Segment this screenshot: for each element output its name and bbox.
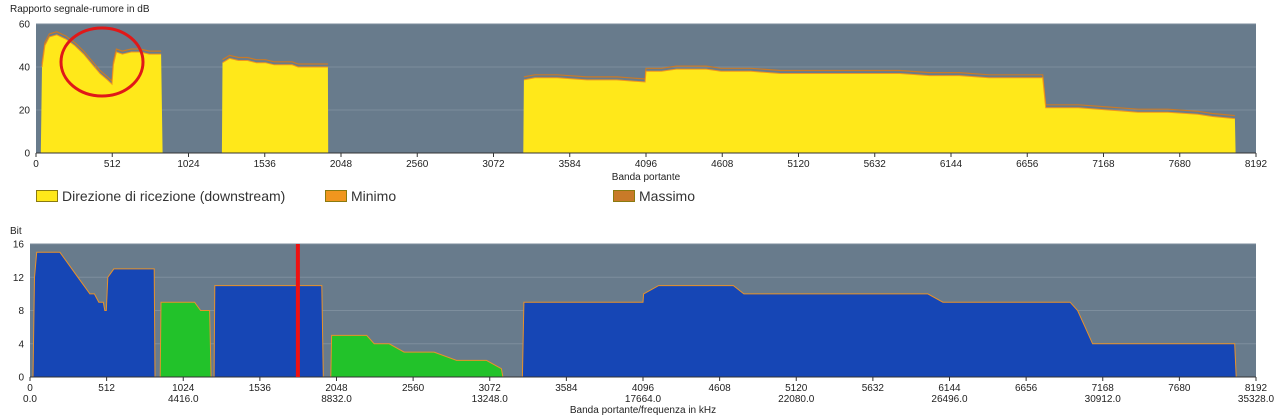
y-tick-label: 0 bbox=[24, 149, 30, 160]
x-tick-label: 3072 bbox=[482, 159, 505, 170]
x-tick-freq-label: 26496.0 bbox=[931, 394, 968, 405]
x-tick-freq-label: 13248.0 bbox=[472, 394, 509, 405]
legend-item-downstream: Direzione di ricezione (downstream) bbox=[36, 188, 285, 204]
y-tick-label: 8 bbox=[18, 306, 24, 317]
x-tick-label: 4096 bbox=[632, 383, 655, 394]
x-tick-label: 6144 bbox=[938, 383, 961, 394]
x-tick-label: 8192 bbox=[1245, 159, 1268, 170]
x-tick-label: 0 bbox=[27, 383, 33, 394]
x-tick-label: 6144 bbox=[940, 159, 963, 170]
legend-swatch-massimo bbox=[613, 190, 635, 202]
x-tick-label: 1024 bbox=[172, 383, 195, 394]
x-tick-label: 2048 bbox=[325, 383, 348, 394]
x-tick-freq-label: 22080.0 bbox=[778, 394, 815, 405]
legend-label-minimo: Minimo bbox=[351, 188, 397, 204]
x-tick-label: 1536 bbox=[254, 159, 277, 170]
upstream-area-0 bbox=[159, 301, 212, 378]
x-tick-label: 1536 bbox=[249, 383, 272, 394]
x-tick-label: 0 bbox=[33, 159, 39, 170]
x-tick-label: 3584 bbox=[559, 159, 582, 170]
snr-chart: 0 20 40 60 0 512 1024 1536 2048 2560 3072 3584 4096 4… bbox=[19, 20, 1268, 184]
legend-item-massimo: Massimo bbox=[613, 188, 695, 204]
y-tick-label: 60 bbox=[19, 20, 31, 31]
x-tick-label: 7168 bbox=[1092, 159, 1115, 170]
x-tick-label: 2560 bbox=[402, 383, 425, 394]
y-tick-label: 40 bbox=[19, 63, 31, 74]
legend-label-downstream: Direzione di ricezione (downstream) bbox=[62, 188, 286, 204]
y-tick-label: 0 bbox=[18, 373, 24, 384]
x-tick-label: 7680 bbox=[1169, 159, 1192, 170]
x-tick-label: 3584 bbox=[555, 383, 578, 394]
chart-bit-title: Bit bbox=[10, 226, 22, 237]
series-min-line-1 bbox=[222, 57, 328, 68]
x-tick-label: 5120 bbox=[787, 159, 810, 170]
x-tick-label: 3072 bbox=[479, 383, 502, 394]
legend-swatch-minimo bbox=[325, 190, 347, 202]
series-area-2 bbox=[521, 285, 1237, 378]
legend-label-massimo: Massimo bbox=[639, 188, 696, 204]
x-tick-label: 512 bbox=[98, 383, 115, 394]
x-tick-label: 4096 bbox=[635, 159, 658, 170]
x-tick-freq-label: 35328.0 bbox=[1238, 394, 1275, 405]
legend-item-minimo: Minimo bbox=[325, 188, 396, 204]
x-tick-freq-label: 4416.0 bbox=[168, 394, 199, 405]
x-tick-freq-label: 8832.0 bbox=[321, 394, 352, 405]
x-tick-freq-label: 30912.0 bbox=[1085, 394, 1122, 405]
series-max-line-1 bbox=[222, 54, 328, 65]
x-axis-label: Banda portante bbox=[612, 172, 681, 183]
series-area-2 bbox=[523, 69, 1236, 153]
x-tick-label: 7168 bbox=[1092, 383, 1115, 394]
upstream-area-1 bbox=[330, 334, 504, 378]
y-tick-label: 12 bbox=[13, 273, 25, 284]
series-area-0 bbox=[32, 251, 156, 378]
x-tick-label: 5632 bbox=[864, 159, 887, 170]
x-tick-label: 2560 bbox=[406, 159, 429, 170]
x-tick-label: 5632 bbox=[862, 383, 885, 394]
x-tick-freq-label: 17664.0 bbox=[625, 394, 662, 405]
x-tick-label: 5120 bbox=[785, 383, 808, 394]
x-tick-freq-label: 0.0 bbox=[23, 394, 37, 405]
x-tick-label: 4608 bbox=[709, 383, 732, 394]
y-tick-label: 20 bbox=[19, 106, 31, 117]
chart-snr-title: Rapporto segnale-rumore in dB bbox=[10, 4, 150, 15]
series-area-1 bbox=[221, 58, 329, 153]
x-tick-label: 512 bbox=[104, 159, 121, 170]
series-min-line-2 bbox=[523, 68, 1235, 120]
highlight-circle bbox=[59, 26, 145, 98]
x-tick-label: 8192 bbox=[1245, 383, 1268, 394]
series-area-1 bbox=[213, 285, 324, 378]
legend-swatch-downstream bbox=[36, 190, 58, 202]
y-tick-label: 16 bbox=[13, 240, 25, 251]
x-axis-label: Banda portante/frequenza in kHz bbox=[570, 405, 716, 416]
y-tick-label: 4 bbox=[18, 339, 24, 350]
x-tick-label: 7680 bbox=[1168, 383, 1191, 394]
x-tick-label: 6656 bbox=[1015, 383, 1038, 394]
x-tick-label: 4608 bbox=[711, 159, 734, 170]
series-area-0 bbox=[40, 34, 163, 153]
x-tick-label: 1024 bbox=[177, 159, 200, 170]
x-tick-label: 6656 bbox=[1016, 159, 1039, 170]
x-tick-label: 2048 bbox=[330, 159, 353, 170]
